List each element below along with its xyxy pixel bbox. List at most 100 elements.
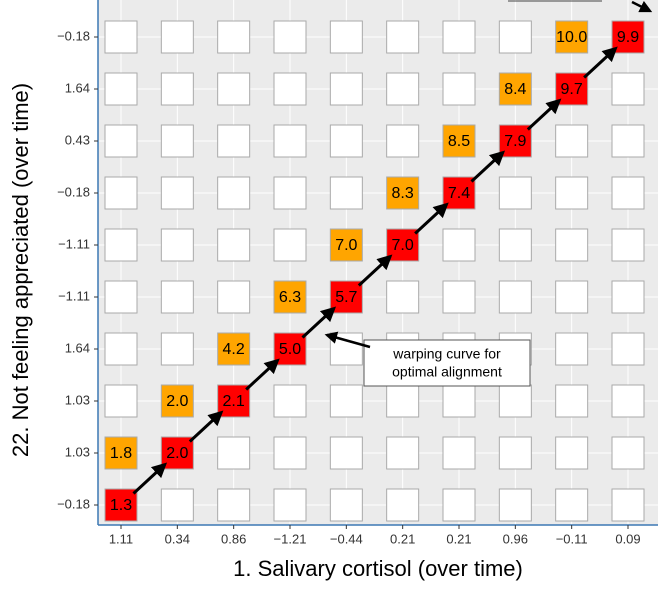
empty-cell <box>442 436 476 470</box>
empty-cell <box>329 20 363 54</box>
warping-path-segment <box>526 98 562 131</box>
empty-cell <box>386 20 420 54</box>
x-tick-label: 0.21 <box>446 531 471 546</box>
y-tick-label: 0.43 <box>65 132 90 147</box>
empty-cell <box>329 124 363 158</box>
warping-path-segment <box>245 358 280 391</box>
empty-cell <box>611 176 645 210</box>
empty-cell <box>217 20 251 54</box>
cell-label: 6.3 <box>279 289 301 306</box>
empty-cell <box>104 72 138 106</box>
x-tick-label: −0.44 <box>330 531 363 546</box>
path-cell <box>104 488 138 522</box>
empty-cell <box>217 72 251 106</box>
x-tick-label: −1.21 <box>274 531 307 546</box>
cell-label: 7.0 <box>392 237 414 254</box>
empty-cell <box>329 488 363 522</box>
empty-cell <box>386 384 420 418</box>
cell-label: 2.1 <box>223 393 245 410</box>
empty-cell <box>442 20 476 54</box>
warping-path-segment <box>188 410 224 443</box>
empty-cell <box>498 228 532 262</box>
path-cell <box>273 332 307 366</box>
empty-cell <box>329 72 363 106</box>
cell-label: 8.5 <box>448 133 470 150</box>
empty-cell <box>104 332 138 366</box>
empty-cell <box>386 124 420 158</box>
empty-cell <box>386 488 420 522</box>
neighbor-cell <box>386 176 420 210</box>
neighbor-cell <box>104 436 138 470</box>
empty-cell <box>273 176 307 210</box>
x-tick-label: 0.96 <box>503 531 528 546</box>
y-tick-label: −0.18 <box>57 184 90 199</box>
cell-label: 8.4 <box>504 81 526 98</box>
empty-cell <box>273 228 307 262</box>
empty-cell <box>611 384 645 418</box>
empty-cell <box>329 384 363 418</box>
cell-label: 7.4 <box>448 185 470 202</box>
empty-cell <box>104 176 138 210</box>
x-tick-label: 0.21 <box>390 531 415 546</box>
cell-label: 1.3 <box>110 497 132 514</box>
empty-cell <box>386 72 420 106</box>
empty-cell <box>611 488 645 522</box>
empty-cell <box>442 488 476 522</box>
empty-cell <box>442 72 476 106</box>
empty-cell <box>498 20 532 54</box>
empty-cell <box>442 384 476 418</box>
empty-cell <box>498 488 532 522</box>
empty-cell <box>273 384 307 418</box>
empty-cell <box>160 72 194 106</box>
empty-cell <box>104 280 138 314</box>
y-tick-label: −1.11 <box>58 288 90 303</box>
cells: 1.3 1.8 2.0 2.0 2.1 4.2 5.0 6.3 5.7 7.0 7.0 8.3 7.4 8… <box>104 20 645 522</box>
x-tick-label: 0.86 <box>221 531 246 546</box>
warping-path-segment <box>470 150 506 183</box>
empty-cell <box>386 436 420 470</box>
warping-path-segment <box>132 462 168 495</box>
warping-path-segment <box>357 254 393 287</box>
empty-cell <box>217 280 251 314</box>
empty-cell <box>160 488 194 522</box>
cell-label: 10.0 <box>556 29 587 46</box>
empty-cell <box>217 436 251 470</box>
cell-label: 5.0 <box>279 341 301 358</box>
cell-label: 2.0 <box>166 445 188 462</box>
empty-cell <box>611 280 645 314</box>
empty-cell <box>104 124 138 158</box>
annotation-text: optimal alignment <box>392 364 502 380</box>
empty-cell <box>329 176 363 210</box>
empty-cell <box>611 436 645 470</box>
y-tick-label: 1.64 <box>65 340 90 355</box>
empty-cell <box>611 228 645 262</box>
empty-cell <box>160 176 194 210</box>
empty-cell <box>386 280 420 314</box>
empty-cell <box>498 384 532 418</box>
empty-cell <box>611 332 645 366</box>
cell-label: 1.8 <box>110 445 132 462</box>
empty-cell <box>555 384 589 418</box>
empty-cell <box>273 436 307 470</box>
cell-label: 4.2 <box>223 341 245 358</box>
y-tick-label: −0.18 <box>57 28 90 43</box>
cut-annotation-arrow <box>631 0 653 13</box>
empty-cell <box>217 124 251 158</box>
cell-label: 9.7 <box>561 81 583 98</box>
cell-label: 7.9 <box>504 133 526 150</box>
empty-cell <box>160 228 194 262</box>
empty-cell <box>498 176 532 210</box>
neighbor-cell <box>555 20 589 54</box>
empty-cell <box>442 228 476 262</box>
empty-cell <box>555 228 589 262</box>
empty-cell <box>160 332 194 366</box>
y-tick-label: −0.18 <box>57 496 90 511</box>
empty-cell <box>217 176 251 210</box>
empty-cell <box>611 124 645 158</box>
neighbor-cell <box>160 384 194 418</box>
neighbor-cell <box>498 72 532 106</box>
x-tick-label: −0.11 <box>556 531 588 546</box>
y-tick-label: −1.11 <box>58 236 90 251</box>
empty-cell <box>498 436 532 470</box>
